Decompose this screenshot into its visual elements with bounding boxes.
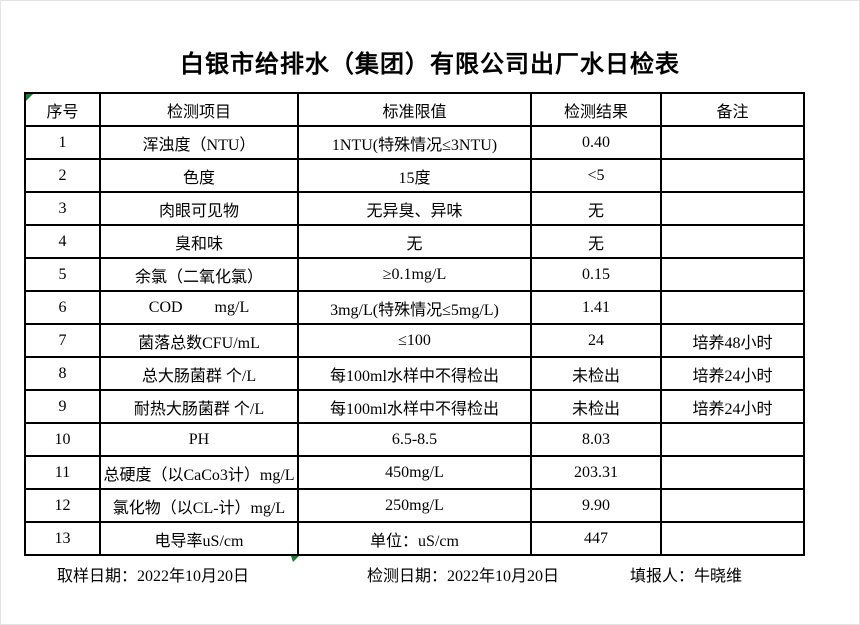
table-row: 5 余氯（二氧化氯） ≥0.1mg/L 0.15 [24,257,805,292]
cell-no: 2 [24,158,101,193]
cell-limit: 6.5-8.5 [297,422,532,457]
reporter-name: 填报人：牛晓维 [630,568,743,585]
cell-no: 5 [24,257,101,292]
footer: 取样日期：2022年10月20日 检测日期：2022年10月20日 填报人：牛晓… [0,562,860,586]
cell-limit: 每100ml水样中不得检出 [297,356,532,391]
cell-item: 总硬度（以CaCo3计）mg/L [99,455,299,490]
cell-item: 耐热大肠菌群 个/L [99,389,299,424]
column-header: 检测项目 [99,92,299,127]
cell-remark [660,521,805,556]
cell-remark [660,422,805,457]
green-triangle-marker-icon [291,556,299,562]
cell-remark [660,224,805,259]
green-corner-marker-icon [26,94,33,101]
cell-limit: 无 [297,224,532,259]
cell-remark [660,455,805,490]
cell-no: 8 [24,356,101,391]
cell-remark [660,191,805,226]
cell-no: 13 [24,521,101,556]
cell-remark: 培养24小时 [660,356,805,391]
cell-item: 臭和味 [99,224,299,259]
cell-result: 24 [530,323,662,358]
cell-limit: 250mg/L [297,488,532,523]
cell-limit: 每100ml水样中不得检出 [297,389,532,424]
cell-result: 无 [530,191,662,226]
cell-item: COD mg/L [99,290,299,325]
table-row: 2 色度 15度 <5 [24,158,805,193]
cell-result: 447 [530,521,662,556]
table-header-row: 序号 检测项目 标准限值 检测结果 备注 [24,92,805,127]
table-row: 7 菌落总数CFU/mL ≤100 24 培养48小时 [24,323,805,358]
cell-remark [660,488,805,523]
column-header: 备注 [660,92,805,127]
test-date: 检测日期：2022年10月20日 [367,568,560,585]
cell-limit: 15度 [297,158,532,193]
cell-no: 12 [24,488,101,523]
cell-no: 1 [24,125,101,160]
cell-limit: 无异臭、异味 [297,191,532,226]
cell-limit: ≤100 [297,323,532,358]
cell-limit: ≥0.1mg/L [297,257,532,292]
cell-remark [660,158,805,193]
cell-item: 电导率uS/cm [99,521,299,556]
cell-result: 0.15 [530,257,662,292]
cell-result: 9.90 [530,488,662,523]
cell-result: 8.03 [530,422,662,457]
cell-limit: 1NTU(特殊情况≤3NTU) [297,125,532,160]
column-header: 检测结果 [530,92,662,127]
page-title: 白银市给排水（集团）有限公司出厂水日检表 [180,52,680,78]
cell-remark: 培养48小时 [660,323,805,358]
cell-remark [660,257,805,292]
cell-result: <5 [530,158,662,193]
cell-no: 11 [24,455,101,490]
table-row: 4 臭和味无无 [24,224,805,259]
cell-no: 7 [24,323,101,358]
cell-result: 未检出 [530,356,662,391]
cell-result: 0.40 [530,125,662,160]
table-row: 3 肉眼可见物 无异臭、异味无 [24,191,805,226]
cell-item: 氯化物（以CL-计）mg/L [99,488,299,523]
table-row: 10 PH 6.5-8.5 8.03 [24,422,805,457]
cell-result: 1.41 [530,290,662,325]
column-header: 标准限值 [297,92,532,127]
cell-limit: 单位：uS/cm [297,521,532,556]
table-row: 12 氯化物（以CL-计）mg/L 250mg/L 9.90 [24,488,805,523]
cell-limit: 450mg/L [297,455,532,490]
cell-no: 3 [24,191,101,226]
table-row: 1 浑浊度（NTU） 1NTU(特殊情况≤3NTU) 0.40 [24,125,805,160]
table-row: 8 总大肠菌群 个/L 每100ml水样中不得检出 未检出 培养24小时 [24,356,805,391]
cell-no: 10 [24,422,101,457]
cell-item: 菌落总数CFU/mL [99,323,299,358]
cell-item: 色度 [99,158,299,193]
table-row: 6 COD mg/L 3mg/L(特殊情况≤5mg/L) 1.41 [24,290,805,325]
cell-limit: 3mg/L(特殊情况≤5mg/L) [297,290,532,325]
table-row: 11 总硬度（以CaCo3计）mg/L 450mg/L 203.31 [24,455,805,490]
cell-result: 无 [530,224,662,259]
cell-remark [660,125,805,160]
table-row: 13 电导率uS/cm 单位：uS/cm 447 [24,521,805,556]
cell-no: 4 [24,224,101,259]
sampling-date: 取样日期：2022年10月20日 [57,568,250,585]
column-header: 序号 [24,92,101,127]
cell-remark: 培养24小时 [660,389,805,424]
table-row: 9 耐热大肠菌群 个/L 每100ml水样中不得检出 未检出 培养24小时 [24,389,805,424]
cell-no: 9 [24,389,101,424]
cell-item: 肉眼可见物 [99,191,299,226]
cell-no: 6 [24,290,101,325]
cell-result: 未检出 [530,389,662,424]
cell-item: 余氯（二氧化氯） [99,257,299,292]
water-inspection-table: 序号 检测项目 标准限值 检测结果 备注 1 浑浊度（NTU） 1NTU(特殊情况≤3NTU… [24,92,805,556]
cell-item: 总大肠菌群 个/L [99,356,299,391]
cell-item: 浑浊度（NTU） [99,125,299,160]
cell-result: 203.31 [530,455,662,490]
cell-item: PH [99,422,299,457]
cell-remark [660,290,805,325]
